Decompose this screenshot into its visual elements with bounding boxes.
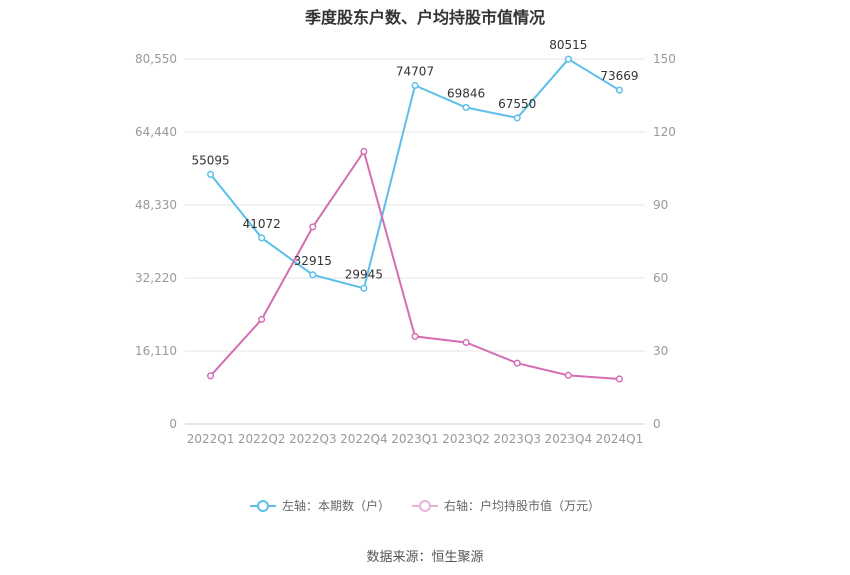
left-tick-label: 64,440	[135, 125, 177, 139]
point-market-value	[615, 375, 623, 383]
x-tick-label: 2022Q4	[340, 432, 388, 446]
data-label-households: 69846	[447, 87, 485, 101]
data-label-households: 80515	[549, 38, 587, 52]
data-label-households: 73669	[600, 69, 638, 83]
grid-lines	[185, 58, 645, 425]
point-market-value	[258, 315, 266, 323]
point-households	[207, 170, 215, 178]
point-households	[360, 284, 368, 292]
data-label-households: 67550	[498, 97, 536, 111]
left-tick-label: 16,110	[135, 344, 177, 358]
right-tick-label: 150	[653, 52, 676, 66]
left-tick-label: 0	[169, 417, 177, 431]
right-tick-label: 90	[653, 198, 668, 212]
data-label-households: 29945	[345, 267, 383, 281]
data-label-households: 41072	[243, 217, 281, 231]
point-market-value	[207, 372, 215, 380]
point-households	[462, 103, 470, 112]
series-line-market-value	[209, 149, 620, 380]
legend-swatch-pink-icon	[412, 499, 438, 512]
right-axis: 0 30 60 90 120 150	[653, 52, 676, 431]
x-tick-label: 2022Q3	[289, 432, 337, 446]
right-tick-label: 0	[653, 417, 661, 431]
point-households	[411, 81, 419, 90]
x-tick-label: 2023Q4	[545, 432, 593, 446]
left-axis: 0 16,110 32,220 48,330 64,440 80,550	[135, 52, 177, 431]
point-households	[615, 86, 623, 94]
x-tick-label: 2023Q2	[442, 432, 490, 446]
legend: 左轴：本期数（户） 右轴：户均持股市值（万元）	[0, 497, 850, 514]
data-label-households: 55095	[191, 153, 229, 167]
x-tick-label: 2023Q3	[493, 432, 541, 446]
point-households	[309, 271, 317, 279]
point-market-value	[309, 223, 317, 231]
data-labels: 55095 41072 32915 29945 74707 69846 67550 80515…	[191, 38, 638, 281]
series-lines	[207, 55, 623, 383]
point-households	[513, 114, 521, 122]
point-market-value	[411, 332, 419, 340]
point-market-value	[462, 338, 470, 347]
x-axis: 2022Q1 2022Q2 2022Q3 2022Q4 2023Q1 2023Q2 2023…	[187, 432, 644, 446]
source-note: 数据来源：恒生聚源	[366, 550, 484, 565]
x-tick-label: 2024Q1	[596, 432, 644, 446]
legend-label-households: 左轴：本期数（户）	[281, 499, 390, 513]
legend-item-households[interactable]: 左轴：本期数（户）	[249, 497, 390, 514]
x-tick-label: 2022Q1	[187, 432, 235, 446]
data-label-households: 32915	[294, 254, 332, 268]
legend-label-market-value: 右轴：户均持股市值（万元）	[444, 499, 601, 513]
chart-title: 季度股东户数、户均持股市值情况	[304, 8, 545, 27]
right-tick-label: 60	[653, 271, 668, 285]
left-tick-label: 32,220	[135, 271, 177, 285]
left-tick-label: 48,330	[135, 198, 177, 212]
right-tick-label: 120	[653, 125, 676, 139]
x-tick-label: 2023Q1	[391, 432, 439, 446]
point-market-value	[360, 147, 368, 156]
left-tick-label: 80,550	[135, 52, 177, 66]
point-households	[564, 55, 572, 63]
data-label-households: 74707	[396, 64, 434, 78]
point-households	[258, 234, 266, 242]
x-tick-label: 2022Q2	[238, 432, 286, 446]
legend-swatch-blue-icon	[249, 499, 276, 512]
legend-item-market-value[interactable]: 右轴：户均持股市值（万元）	[412, 497, 600, 514]
point-market-value	[513, 359, 521, 367]
point-market-value	[564, 371, 572, 379]
right-tick-label: 30	[653, 344, 668, 358]
series-line-households	[209, 57, 620, 290]
